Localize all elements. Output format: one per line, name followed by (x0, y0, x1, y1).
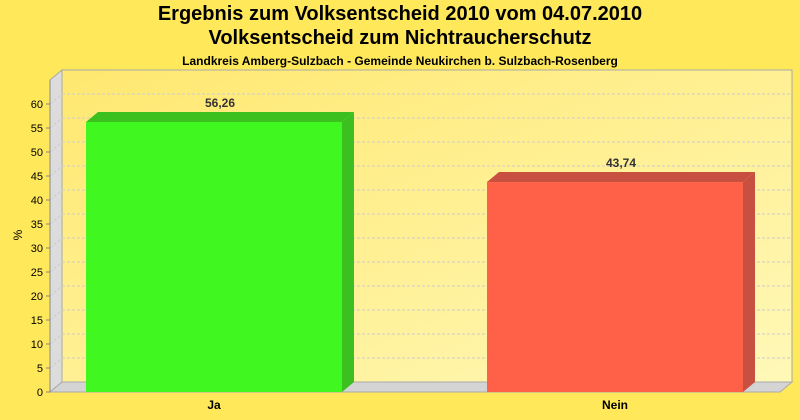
y-tick-label: 60 (31, 99, 43, 111)
chart-title-2: Volksentscheid zum Nichtraucherschutz (208, 27, 592, 49)
bar (86, 121, 342, 393)
y-tick-label: 10 (31, 339, 43, 351)
bar (487, 182, 743, 392)
bar-top (487, 172, 755, 183)
gridline-side (49, 165, 63, 177)
x-tick-label: Ja (207, 398, 221, 412)
side-wall (49, 68, 63, 394)
y-tick-label: 5 (37, 363, 43, 375)
chart-subtitle: Landkreis Amberg-Sulzbach - Gemeinde Neu… (182, 54, 618, 68)
bar-side (743, 172, 755, 392)
chart-title: Ergebnis zum Volksentscheid 2010 vom 04.… (157, 3, 643, 25)
gridline-side (49, 117, 63, 129)
gridline-side (49, 237, 63, 249)
y-tick-label: 50 (31, 147, 43, 159)
gridline-side (49, 93, 63, 105)
gridline-side (49, 309, 63, 321)
gridline-side (49, 141, 63, 153)
gridline-side (49, 285, 63, 297)
gridline-side (49, 333, 63, 345)
y-tick-label: 0 (37, 387, 43, 399)
y-tick-label: 30 (31, 243, 43, 255)
gridline-side (49, 261, 63, 273)
y-axis-label: % (11, 229, 25, 240)
y-tick-label: 20 (31, 291, 43, 303)
y-tick-label: 40 (31, 195, 43, 207)
gridline-side (49, 357, 63, 369)
y-tick-label: 35 (31, 219, 43, 231)
gridline-side (49, 213, 63, 225)
gridline-side (49, 189, 63, 201)
bar-top (86, 111, 354, 122)
data-label: 56,26 (205, 96, 235, 110)
x-tick-label: Nein (602, 398, 628, 412)
data-label: 43,74 (606, 156, 636, 170)
y-tick-label: 55 (31, 123, 43, 135)
bar-side (342, 111, 354, 393)
y-tick-label: 25 (31, 267, 43, 279)
y-tick-label: 15 (31, 315, 43, 327)
y-tick-label: 45 (31, 171, 43, 183)
